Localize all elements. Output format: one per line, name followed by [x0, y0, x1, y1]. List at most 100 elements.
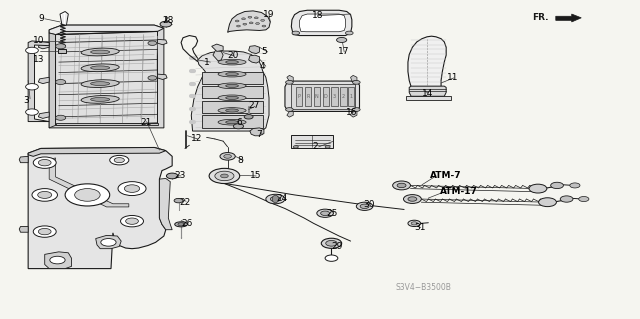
Circle shape [353, 108, 360, 111]
Ellipse shape [175, 222, 188, 227]
Text: 3: 3 [333, 94, 336, 99]
Circle shape [326, 241, 337, 246]
Polygon shape [157, 74, 167, 79]
Circle shape [529, 184, 547, 193]
Polygon shape [28, 41, 49, 122]
Circle shape [539, 198, 556, 207]
Circle shape [26, 47, 38, 54]
Circle shape [579, 197, 589, 202]
Circle shape [234, 124, 244, 129]
Circle shape [570, 183, 580, 188]
Circle shape [408, 197, 417, 201]
Circle shape [325, 255, 338, 261]
Text: S3V4−B3500B: S3V4−B3500B [395, 283, 451, 292]
Polygon shape [49, 25, 164, 34]
Bar [58, 49, 66, 53]
Text: 19: 19 [262, 10, 274, 19]
Polygon shape [285, 81, 360, 111]
Text: D: D [324, 94, 328, 99]
Circle shape [38, 228, 51, 235]
Circle shape [237, 25, 241, 27]
Ellipse shape [91, 50, 109, 54]
Text: 28: 28 [163, 16, 174, 25]
Circle shape [242, 18, 246, 20]
Circle shape [411, 222, 417, 225]
Bar [340, 87, 347, 106]
Polygon shape [248, 55, 259, 63]
Ellipse shape [218, 95, 246, 101]
Circle shape [292, 31, 300, 35]
Polygon shape [49, 158, 129, 207]
Bar [305, 87, 311, 106]
Circle shape [120, 215, 143, 227]
Bar [202, 101, 262, 113]
Polygon shape [300, 14, 346, 32]
Polygon shape [409, 86, 446, 96]
Ellipse shape [81, 64, 119, 72]
Circle shape [224, 154, 232, 158]
Circle shape [321, 211, 330, 215]
Text: 11: 11 [447, 73, 459, 82]
Polygon shape [49, 33, 56, 128]
Ellipse shape [91, 66, 109, 70]
Polygon shape [248, 46, 259, 54]
Circle shape [118, 182, 146, 196]
Polygon shape [351, 111, 357, 117]
Polygon shape [159, 178, 172, 230]
Text: 24: 24 [276, 194, 288, 203]
Text: 16: 16 [346, 108, 357, 117]
Bar [296, 87, 302, 106]
Text: 5: 5 [261, 48, 267, 56]
Ellipse shape [81, 48, 119, 56]
Circle shape [215, 171, 234, 181]
Polygon shape [56, 123, 157, 125]
Polygon shape [213, 50, 223, 61]
Circle shape [38, 191, 52, 198]
Circle shape [249, 22, 253, 24]
Ellipse shape [91, 98, 109, 101]
Ellipse shape [218, 83, 246, 89]
Text: 26: 26 [181, 219, 193, 228]
Circle shape [285, 80, 293, 84]
Ellipse shape [226, 109, 239, 112]
Circle shape [408, 220, 420, 226]
Ellipse shape [91, 82, 109, 85]
Text: N: N [315, 94, 319, 99]
Circle shape [100, 239, 116, 246]
Ellipse shape [226, 84, 239, 87]
Polygon shape [287, 111, 293, 117]
Text: 25: 25 [326, 209, 338, 219]
Text: 3: 3 [24, 97, 29, 106]
Text: 23: 23 [175, 171, 186, 181]
Text: P: P [298, 94, 300, 99]
Text: ATM‑17: ATM‑17 [440, 187, 477, 196]
Polygon shape [408, 36, 446, 87]
Circle shape [125, 218, 138, 224]
Text: 8: 8 [237, 156, 243, 165]
Circle shape [325, 145, 330, 148]
Text: 1: 1 [349, 94, 353, 99]
Polygon shape [556, 14, 581, 22]
Circle shape [65, 184, 109, 206]
Polygon shape [212, 44, 223, 51]
Polygon shape [38, 42, 49, 49]
Circle shape [266, 194, 285, 204]
Polygon shape [49, 25, 164, 128]
Circle shape [262, 25, 266, 27]
Ellipse shape [226, 96, 239, 100]
Circle shape [32, 189, 58, 201]
Circle shape [33, 157, 56, 168]
Text: 2: 2 [342, 94, 345, 99]
Circle shape [356, 202, 373, 211]
Ellipse shape [218, 71, 246, 77]
Ellipse shape [226, 72, 239, 76]
Text: 17: 17 [338, 48, 349, 56]
Polygon shape [191, 51, 269, 131]
Circle shape [174, 198, 183, 203]
Ellipse shape [218, 108, 246, 113]
Polygon shape [28, 147, 166, 156]
Circle shape [360, 204, 369, 209]
Ellipse shape [226, 61, 239, 64]
Ellipse shape [218, 59, 246, 65]
Circle shape [221, 174, 228, 178]
